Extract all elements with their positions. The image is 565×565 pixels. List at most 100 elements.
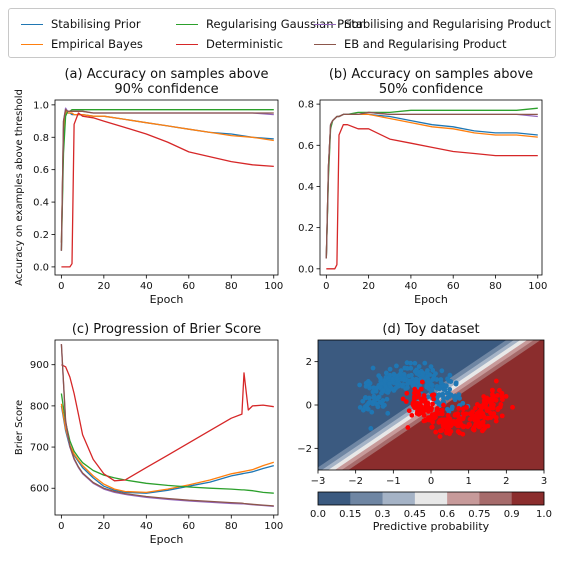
colorbar-segment [479, 492, 513, 505]
data-point-class-1 [493, 418, 499, 424]
y-tick-label: 0.4 [33, 198, 49, 209]
data-point-class-0 [446, 378, 452, 384]
data-point-class-1 [437, 434, 443, 439]
series-line [60, 110, 274, 243]
colorbar-segment [511, 492, 545, 505]
data-point-class-1 [503, 393, 509, 399]
data-point-class-0 [439, 368, 445, 374]
data-point-class-1 [510, 404, 515, 410]
data-point-class-0 [406, 373, 412, 379]
plot-frame [319, 99, 543, 276]
series-line [60, 405, 274, 494]
colorbar-tick-label: 0.0 [310, 509, 326, 520]
data-point-class-1 [493, 397, 499, 403]
data-point-class-1 [418, 386, 424, 392]
data-point-class-0 [365, 378, 371, 384]
data-point-class-1 [455, 418, 461, 424]
data-point-class-1 [412, 386, 418, 392]
colorbar-tick-label: 0.75 [468, 509, 490, 520]
colorbar-segment [382, 492, 416, 505]
data-point-class-0 [424, 374, 430, 379]
data-point-class-1 [477, 403, 483, 409]
x-tick-label: 100 [264, 521, 283, 532]
data-point-class-0 [378, 375, 383, 381]
legend-item: Stabilising Prior [21, 15, 141, 33]
series-line [325, 107, 538, 259]
y-tick-label: 0.0 [298, 264, 314, 275]
data-point-class-0 [385, 410, 391, 416]
series-line [61, 112, 274, 268]
colorbar-tick-label: 0.45 [404, 509, 426, 520]
data-point-class-0 [374, 385, 380, 391]
data-point-class-0 [363, 403, 369, 409]
data-point-class-1 [491, 402, 496, 408]
x-tick-label: −3 [311, 476, 326, 487]
x-tick-label: 60 [447, 281, 460, 292]
data-point-class-0 [438, 380, 444, 385]
data-point-class-1 [499, 394, 505, 400]
chart-title: (b) Accuracy on samples above [329, 67, 533, 82]
x-tick-label: 80 [225, 521, 238, 532]
colorbar-tick-label: 0.15 [339, 509, 361, 520]
data-point-class-1 [422, 417, 428, 423]
legend-swatch [314, 43, 336, 45]
chart-title: (d) Toy dataset [382, 322, 479, 337]
data-point-class-1 [437, 428, 443, 434]
colorbar-segment [414, 492, 448, 505]
legend-swatch [176, 23, 198, 25]
data-point-class-1 [422, 397, 427, 403]
data-point-class-0 [412, 368, 418, 374]
y-tick-label: 0.2 [33, 230, 49, 241]
data-point-class-0 [369, 409, 375, 415]
data-point-class-0 [434, 377, 440, 382]
data-point-class-1 [499, 413, 505, 419]
data-point-class-1 [433, 429, 439, 435]
legend-label: Deterministic [206, 37, 283, 51]
x-tick-label: 80 [225, 281, 238, 292]
y-tick-label: 0.8 [33, 133, 49, 144]
data-point-class-0 [379, 400, 385, 406]
x-tick-label: 20 [97, 521, 110, 532]
data-point-class-1 [482, 425, 488, 431]
data-point-class-0 [398, 371, 403, 377]
data-point-class-0 [371, 385, 377, 391]
data-point-class-1 [440, 417, 446, 423]
legend-swatch [21, 43, 43, 45]
data-point-class-0 [362, 395, 368, 401]
series-line [60, 107, 274, 251]
data-point-class-0 [443, 383, 449, 389]
legend-item: Regularising Gaussian Prior [176, 15, 364, 33]
x-tick-label: 0 [323, 281, 329, 292]
x-tick-label: 20 [362, 281, 375, 292]
data-point-class-0 [368, 426, 374, 431]
data-point-class-0 [387, 366, 393, 372]
data-point-class-1 [491, 413, 497, 419]
colorbar-segment [447, 492, 480, 505]
chart-c: (c) Progression of Brier Score 0 20 40 60 80 1… [14, 322, 283, 546]
data-point-class-0 [428, 382, 434, 388]
chart-title-line2: 90% confidence [114, 82, 218, 97]
colorbar-frame [317, 491, 545, 506]
data-point-class-1 [474, 415, 479, 421]
data-point-class-1 [461, 414, 466, 420]
data-point-class-0 [431, 373, 437, 379]
x-tick-label: −1 [386, 476, 401, 487]
chart-title-line2: 50% confidence [379, 82, 483, 97]
y-axis-label: Brier Score [14, 400, 25, 455]
data-point-class-0 [437, 386, 442, 392]
legend-label: Stabilising and Regularising Product [344, 17, 551, 31]
legend-swatch [21, 23, 43, 25]
data-point-class-0 [394, 363, 399, 369]
legend-label: Empirical Bayes [51, 37, 143, 51]
data-point-class-1 [416, 392, 422, 397]
colorbar-label: Predictive probability [373, 520, 490, 533]
data-point-class-0 [444, 395, 450, 401]
chart-title: (a) Accuracy on samples above [64, 67, 268, 82]
data-point-class-1 [406, 408, 412, 414]
x-tick-label: 60 [182, 281, 195, 292]
data-point-class-1 [404, 390, 410, 396]
data-point-class-1 [490, 388, 495, 394]
chart-title: (c) Progression of Brier Score [72, 322, 261, 337]
y-tick-label: 1.0 [33, 100, 49, 111]
data-point-class-0 [395, 382, 400, 388]
